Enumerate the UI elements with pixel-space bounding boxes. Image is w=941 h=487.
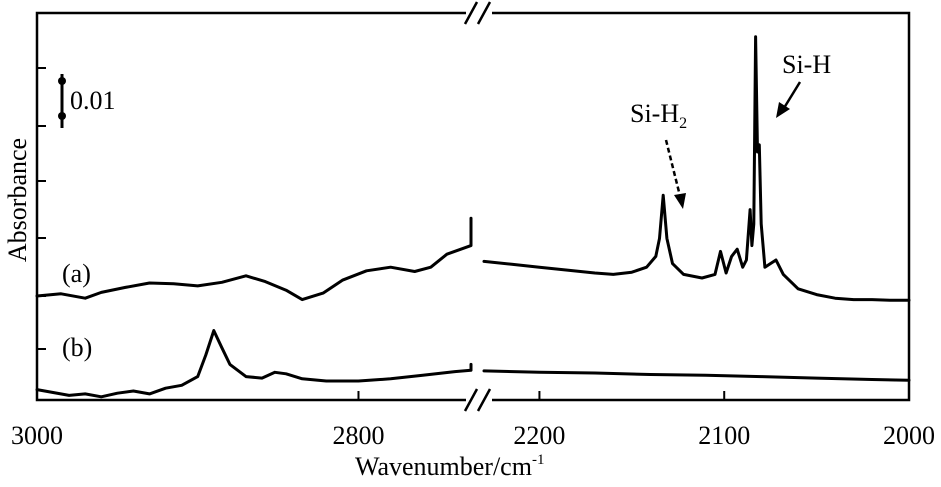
trace-series-b-left — [35, 329, 473, 399]
y-axis-ticks — [37, 67, 46, 350]
series-label-b: (b) — [62, 333, 92, 362]
axis-break-top — [463, 1, 492, 25]
svg-text:Si-H: Si-H — [782, 50, 831, 79]
trace-series-b-right — [482, 369, 911, 382]
x-axis-title-text: Wavenumber/cm — [355, 452, 532, 481]
axis-break-bottom — [463, 388, 492, 412]
x-axis-title-sup: -1 — [532, 452, 545, 468]
annotation-si-h2-sub: 2 — [679, 115, 687, 132]
x-tick-label: 2100 — [698, 421, 750, 450]
trace-series-a-right — [482, 35, 911, 302]
x-tick-label: 2000 — [883, 421, 935, 450]
annotation-si-h2-text: Si-H — [630, 99, 679, 128]
x-tick-label: 2800 — [332, 421, 384, 450]
annotation-si-h2: Si-H2 — [630, 99, 687, 209]
x-axis-ticks: 3000 2800 2200 2100 2000 — [11, 391, 935, 450]
svg-text:Si-H2: Si-H2 — [630, 99, 687, 132]
plot-frame — [35, 11, 911, 402]
x-axis-title: Wavenumber/cm-1 — [355, 452, 544, 481]
y-axis-title: Absorbance — [3, 138, 32, 262]
annotation-si-h: Si-H — [776, 50, 831, 118]
series-label-a: (a) — [62, 259, 91, 288]
scale-bar: 0.01 — [58, 74, 116, 128]
x-tick-label: 2200 — [513, 421, 565, 450]
scale-bar-label: 0.01 — [70, 86, 116, 115]
x-tick-label: 3000 — [11, 421, 63, 450]
traces — [35, 35, 911, 399]
trace-series-a-left — [35, 216, 473, 302]
annotation-si-h-text: Si-H — [782, 50, 831, 79]
